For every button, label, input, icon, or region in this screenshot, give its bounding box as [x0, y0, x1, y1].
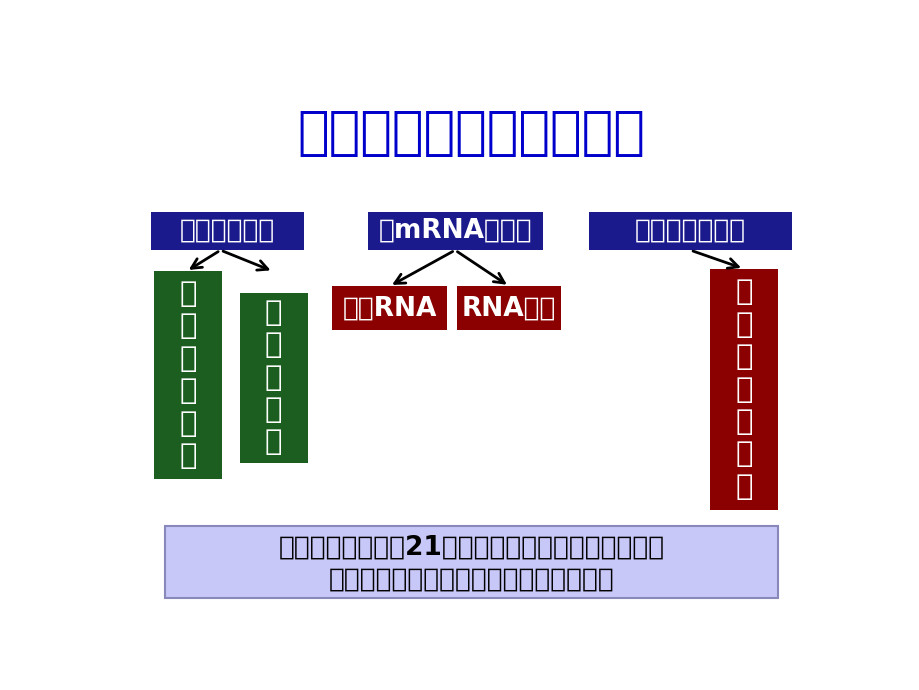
Bar: [151, 212, 303, 250]
FancyBboxPatch shape: [165, 526, 777, 598]
Text: 基因功能的研究是21世纪生命科学研究的重点之一，: 基因功能的研究是21世纪生命科学研究的重点之一，: [278, 535, 664, 561]
Bar: [457, 286, 560, 330]
Text: 酵
母
双
杂
交
技
术: 酵 母 双 杂 交 技 术: [734, 279, 752, 501]
Text: 在mRNA水平上: 在mRNA水平上: [379, 218, 532, 244]
Bar: [368, 212, 542, 250]
Text: 希望能发现更多的功能基因造福于人类。: 希望能发现更多的功能基因造福于人类。: [328, 566, 614, 593]
Text: 反义RNA: 反义RNA: [342, 295, 437, 321]
Text: 在蛋白质水平上: 在蛋白质水平上: [634, 218, 745, 244]
Bar: [709, 268, 777, 511]
Text: 在基因水平上: 在基因水平上: [179, 218, 275, 244]
Text: RNA干涉: RNA干涉: [461, 295, 555, 321]
Bar: [240, 293, 307, 463]
Bar: [588, 212, 791, 250]
Bar: [332, 286, 446, 330]
Text: 基因功能的鉴定技术之二: 基因功能的鉴定技术之二: [297, 107, 645, 159]
Text: 基
因
敲
除
技
术: 基 因 敲 除 技 术: [179, 280, 197, 470]
Bar: [154, 271, 221, 479]
Text: 转
基
因
技
术: 转 基 因 技 术: [265, 299, 282, 457]
